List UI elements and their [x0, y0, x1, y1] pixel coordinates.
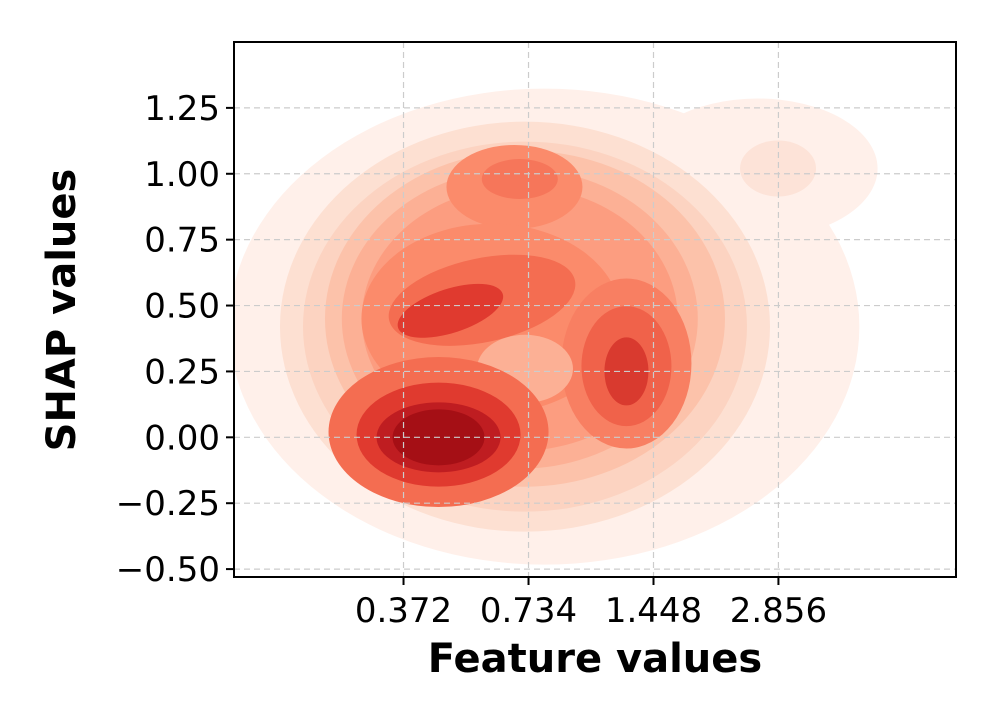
- x-tick-label: 0.372: [355, 591, 452, 631]
- y-tick-label: 0.00: [144, 418, 220, 458]
- density-peak-upper-left: [397, 283, 504, 338]
- density-contours: [234, 88, 878, 565]
- y-tick-label: −0.50: [116, 550, 220, 590]
- density-peak-top-core: [481, 159, 558, 200]
- plot-frame: [233, 41, 957, 578]
- y-tick-label: 1.25: [144, 89, 220, 129]
- gridlines: [234, 42, 956, 577]
- x-axis-ticks: 0.372 0.734 1.448 2.856: [355, 577, 827, 631]
- x-tick-label: 2.856: [730, 591, 827, 631]
- y-tick-label: 0.50: [144, 287, 220, 327]
- x-tick-label: 1.448: [605, 591, 702, 631]
- x-tick-label: 0.734: [480, 591, 577, 631]
- y-tick-label: 0.25: [144, 352, 220, 392]
- y-tick-label: −0.25: [116, 484, 220, 524]
- x-axis-title: Feature values: [428, 636, 762, 682]
- y-tick-label: 1.00: [144, 155, 220, 195]
- y-axis-title: SHAP values: [39, 169, 85, 452]
- density-peak-far: [740, 140, 817, 197]
- y-axis-ticks: −0.50 −0.25 0.00 0.25 0.50 0.75 1.00 1.25: [116, 89, 234, 590]
- y-tick-label: 0.75: [144, 221, 220, 261]
